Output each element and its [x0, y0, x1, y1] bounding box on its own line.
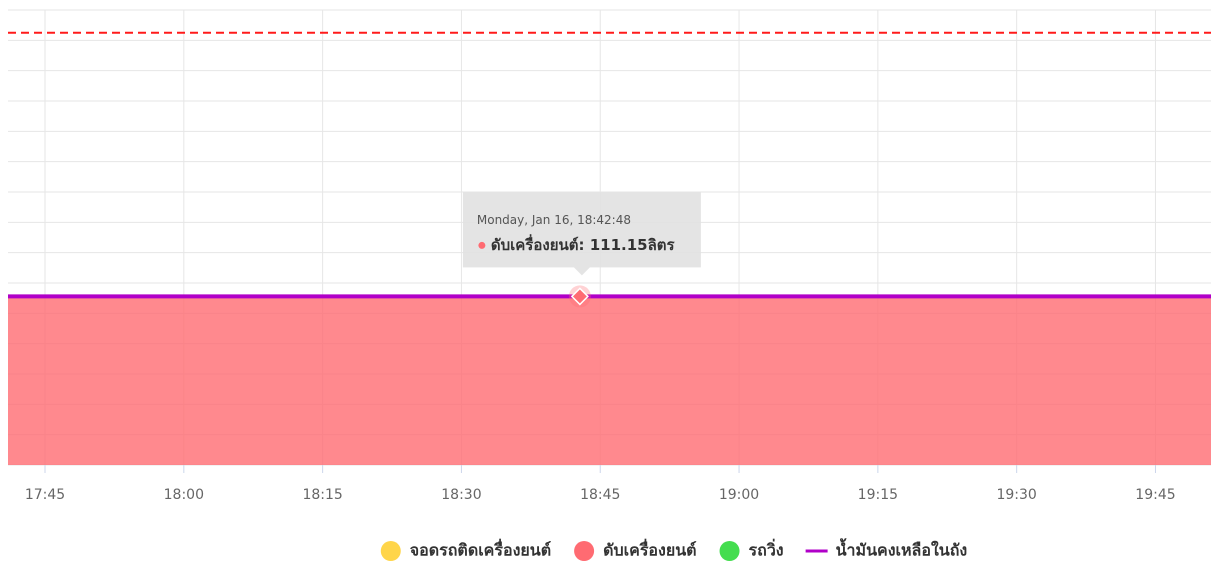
tooltip-box [462, 192, 701, 276]
legend-label: จอดรถติดเครื่องยนต์ [410, 539, 551, 560]
tooltip-header: Monday, Jan 16, 18:42:48 [477, 213, 631, 227]
x-tick-label: 19:15 [858, 487, 898, 503]
legend-label: ดับเครื่องยนต์ [603, 539, 696, 560]
legend-label: น้ำมันคงเหลือในถัง [836, 538, 968, 560]
x-tick-label: 19:30 [996, 487, 1036, 503]
legend-symbol [719, 541, 740, 561]
legend-symbol [380, 541, 401, 561]
x-tick-label: 18:15 [302, 487, 342, 503]
legend: จอดรถติดเครื่องยนต์ ดับเครื่องยนต์ รถวิ่ง น… [380, 538, 968, 561]
tooltip-dot [478, 241, 486, 249]
x-tick-label: 17:45 [25, 487, 65, 503]
legend-label: รถวิ่ง [749, 539, 784, 560]
x-tick-label: 18:30 [441, 487, 481, 503]
hover-marker [570, 287, 589, 306]
area [8, 296, 1211, 465]
x-tick-label: 18:45 [580, 487, 620, 503]
x-tick-label: 19:00 [719, 487, 759, 503]
x-tick-label: 19:45 [1135, 487, 1175, 503]
x-tick-label: 18:00 [164, 487, 204, 503]
tooltip-text: ดับเครื่องยนต์: 111.15ลิตร [491, 234, 676, 254]
legend-symbol [574, 541, 595, 561]
tooltip: Monday, Jan 16, 18:42:48 ดับเครื่องยนต์: … [462, 192, 701, 276]
